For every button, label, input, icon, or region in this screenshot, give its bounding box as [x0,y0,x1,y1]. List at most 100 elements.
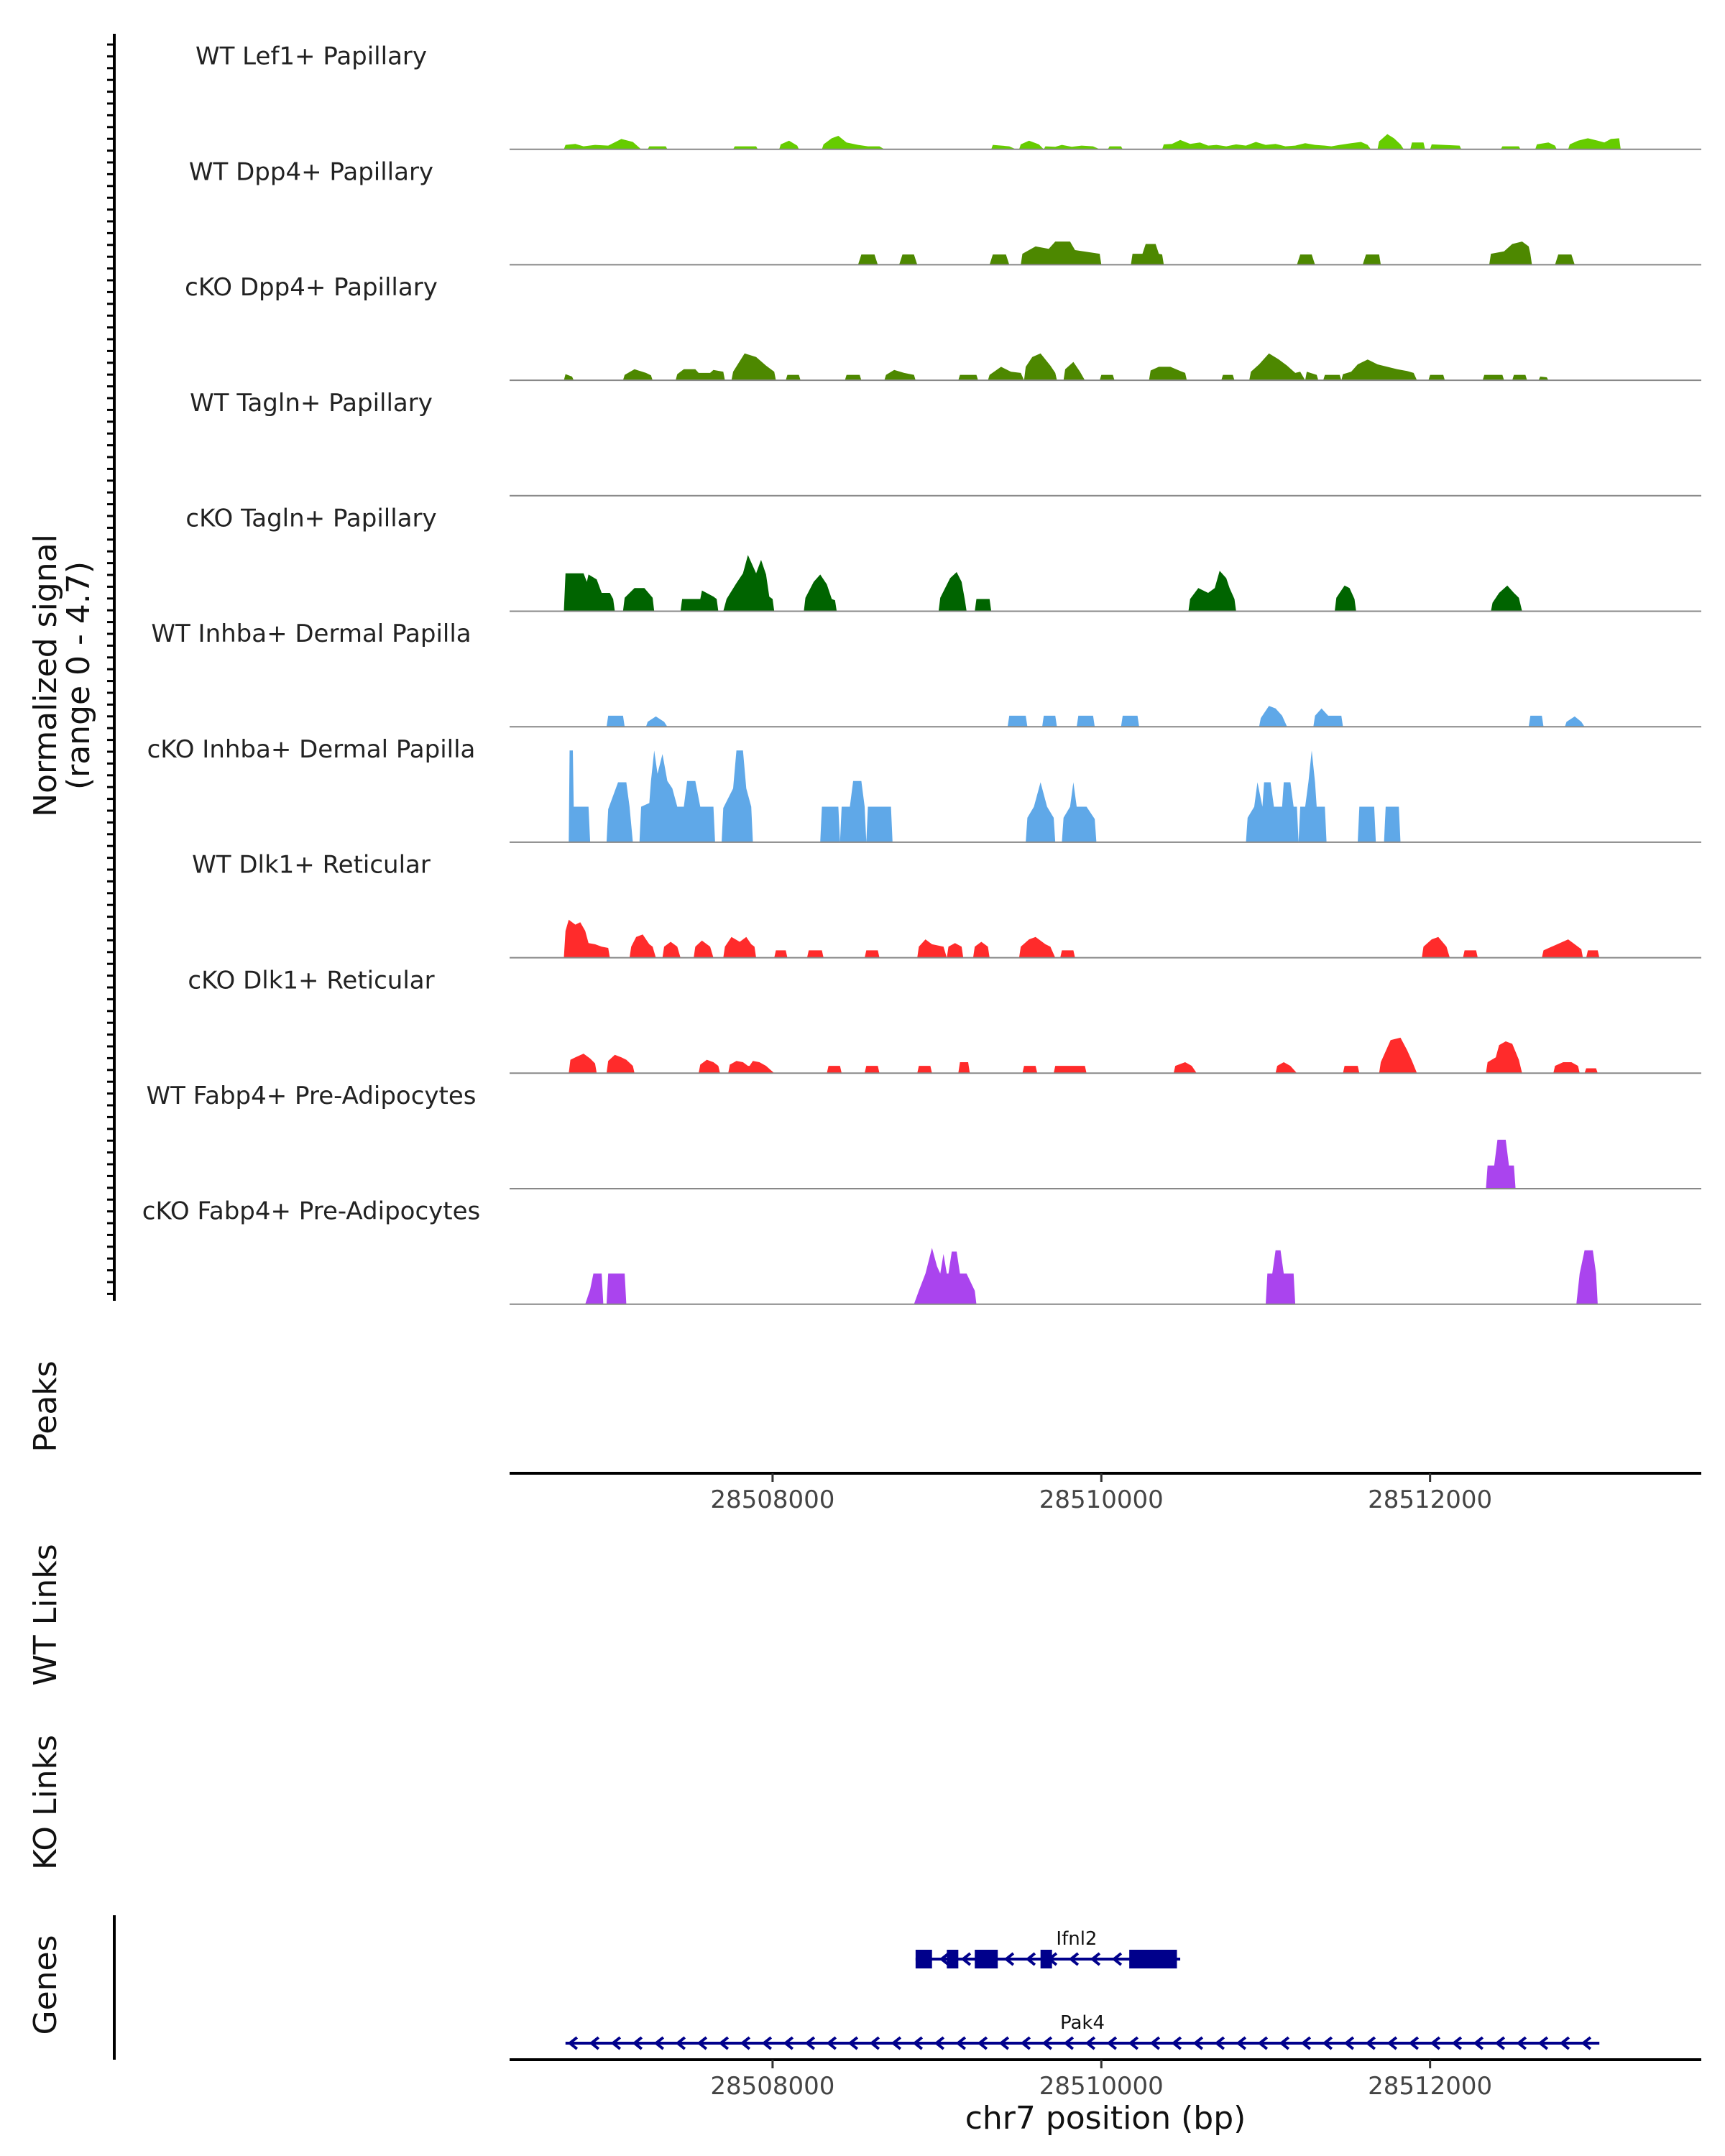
track-wt-dlk1-reticular: WT Dlk1+ Reticular [192,851,1701,959]
coverage-area [585,1248,1598,1304]
strand-arrow [977,2036,988,2050]
exon [975,1950,998,1968]
strand-arrow [1068,1952,1080,1966]
strand-arrow [891,2036,902,2050]
strand-arrow [1322,2036,1333,2050]
strand-arrow [955,2036,967,2050]
genes-x-ticks: 28508000 28510000 28512000 [710,2060,1492,2101]
x-tick-label: 28512000 [1368,2072,1492,2101]
track-label: WT Dpp4+ Papillary [189,157,433,186]
strand-arrow [1279,2036,1290,2050]
strand-arrow [1451,2036,1463,2050]
strand-arrow [1473,2036,1484,2050]
strand-arrow [718,2036,730,2050]
strand-arrow [1516,2036,1527,2050]
strand-arrow [1106,2036,1118,2050]
strand-arrow [960,1952,972,1966]
strand-arrow [675,2036,686,2050]
strand-arrow [1386,2036,1398,2050]
track-cko-tagln-papillary: cKO Tagln+ Papillary [185,505,1701,612]
gene-annotations: Ifnl2 Pak4 [565,1928,1600,2050]
strand-arrow [1090,1952,1101,1966]
x-tick-label: 28510000 [1039,1485,1164,1514]
strand-arrow [696,2036,708,2050]
strand-arrow [847,2036,859,2050]
gene-label: Ifnl2 [1056,1928,1097,1950]
strand-arrow [1430,2036,1441,2050]
strand-arrow [1041,2036,1053,2050]
coverage-area [564,134,1621,149]
exon [915,1950,932,1968]
track-wt-tagln-papillary: WT Tagln+ Papillary [190,389,1701,497]
strand-arrow [610,2036,622,2050]
strand-arrow [1494,2036,1506,2050]
track-label: WT Lef1+ Papillary [196,42,427,71]
strand-arrow [1128,2036,1139,2050]
strand-arrow [1063,2036,1075,2050]
track-cko-inhba-dermal-papilla: cKO Inhba+ Dermal Papilla [147,735,1701,843]
coverage-area [569,750,1401,842]
genes-track-label: Genes [27,1935,64,2035]
strand-arrow [1537,2036,1549,2050]
strand-arrow [912,2036,924,2050]
exon [947,1950,959,1968]
track-label: WT Dlk1+ Reticular [192,851,431,880]
peaks-track-label: Peaks [27,1360,64,1452]
track-wt-lef1-papillary: WT Lef1+ Papillary [196,42,1701,150]
strand-arrow [1003,1952,1015,1966]
exon [1040,1950,1052,1968]
signal-y-axis [107,34,116,1301]
track-label: cKO Tagln+ Papillary [185,505,436,533]
coverage-tracks: WT Lef1+ Papillary WT Dpp4+ Papillary cKO … [142,42,1701,1305]
strand-arrow [998,2036,1010,2050]
track-label: WT Tagln+ Papillary [190,389,433,418]
signal-y-axis-title: Normalized signal (range 0 - 4.7) [27,534,97,817]
wt-links-track-label: WT Links [27,1544,64,1685]
gene-pak4: Pak4 [565,2012,1600,2050]
strand-arrow [826,2036,837,2050]
exon [1129,1950,1177,1968]
coverage-area [1486,1139,1516,1189]
strand-arrow [1559,2036,1570,2050]
strand-arrow [653,2036,665,2050]
strand-arrow [1192,2036,1204,2050]
strand-arrow [589,2036,600,2050]
x-tick-label: 28508000 [710,2072,834,2101]
ylabel-text: Normalized signal [27,534,64,817]
track-label: cKO Dpp4+ Papillary [185,273,438,302]
track-cko-fabp4-pre-adipocytes: cKO Fabp4+ Pre-Adipocytes [142,1197,1701,1305]
track-wt-inhba-dermal-papilla: WT Inhba+ Dermal Papilla [151,619,1701,728]
gene-label: Pak4 [1060,2012,1105,2034]
x-tick-label: 28512000 [1368,1485,1492,1514]
coverage-area [857,241,1575,265]
strand-arrow [1025,1952,1036,1966]
x-axis-title: chr7 position (bp) [965,2100,1246,2137]
coverage-area [569,1037,1598,1074]
strand-arrow [1085,2036,1096,2050]
track-label: cKO Dlk1+ Reticular [188,966,434,995]
track-wt-dpp4-papillary: WT Dpp4+ Papillary [189,157,1701,266]
track-wt-fabp4-pre-adipocytes: WT Fabp4+ Pre-Adipocytes [147,1082,1701,1189]
strand-arrow [934,2036,945,2050]
coverage-area [564,919,1600,958]
strand-arrow [1300,2036,1312,2050]
strand-arrow [632,2036,643,2050]
coverage-area [564,555,1522,612]
track-cko-dlk1-reticular: cKO Dlk1+ Reticular [188,966,1701,1074]
x-tick-label: 28508000 [710,1485,834,1514]
strand-arrow [869,2036,880,2050]
track-label: cKO Inhba+ Dermal Papilla [147,735,476,764]
strand-arrow [1343,2036,1355,2050]
strand-arrow [783,2036,794,2050]
track-label: cKO Fabp4+ Pre-Adipocytes [142,1197,481,1226]
gene-ifnl2: Ifnl2 [915,1928,1181,1968]
coverage-area [606,706,1585,727]
coverage-area [564,353,1549,381]
track-label: WT Inhba+ Dermal Papilla [151,619,471,648]
strand-arrow [1408,2036,1420,2050]
strand-arrow [761,2036,773,2050]
strand-arrow [567,2036,579,2050]
strand-arrow [740,2036,751,2050]
strand-arrow [1111,1952,1123,1966]
